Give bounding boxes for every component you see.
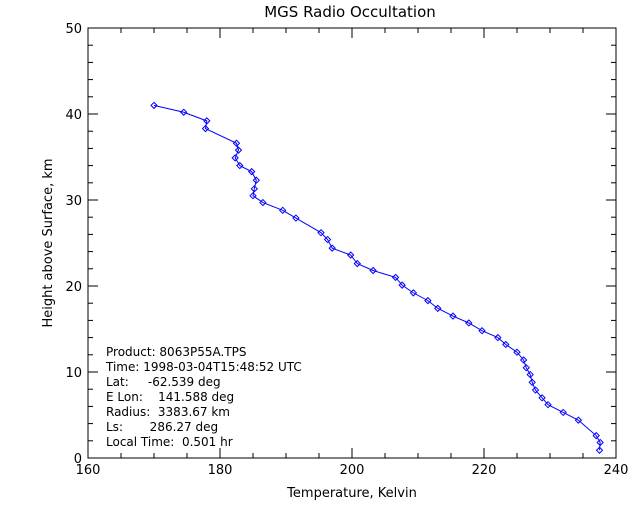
data-point <box>559 408 567 417</box>
chart-title: MGS Radio Occultation <box>264 3 436 21</box>
y-tick-label: 20 <box>65 280 82 295</box>
data-point <box>236 161 244 170</box>
data-point <box>522 363 530 372</box>
info-ls: Ls: 286.27 deg <box>106 420 218 434</box>
x-tick-label: 200 <box>340 463 365 478</box>
data-point <box>369 266 377 275</box>
data-point <box>494 333 502 342</box>
y-tick-label: 10 <box>65 366 82 381</box>
data-point <box>391 273 400 282</box>
data-point <box>538 394 546 402</box>
data-point <box>595 446 604 454</box>
data-point <box>179 108 188 116</box>
data-point <box>398 281 406 289</box>
data-point <box>278 206 287 215</box>
data-point <box>150 101 158 110</box>
data-point <box>346 251 355 259</box>
data-point <box>596 438 604 447</box>
y-tick-label: 0 <box>74 452 82 467</box>
data-point <box>409 289 418 297</box>
info-radius: Radius: 3383.67 km <box>106 405 230 419</box>
x-tick-label: 220 <box>472 463 497 478</box>
y-axis-label: Height above Surface, km <box>41 158 56 327</box>
data-point <box>526 370 534 379</box>
info-local-time: Local Time: 0.501 hr <box>106 435 233 449</box>
data-point <box>544 400 552 409</box>
info-lat: Lat: -62.539 deg <box>106 375 221 389</box>
x-tick-label: 180 <box>208 463 233 478</box>
data-point <box>317 228 325 237</box>
data-point <box>434 304 442 313</box>
data-point <box>528 378 536 387</box>
data-point <box>449 312 457 320</box>
data-series <box>150 101 604 454</box>
y-tick-label: 30 <box>65 194 82 209</box>
data-point <box>592 431 600 440</box>
data-point <box>513 348 521 356</box>
data-point <box>353 259 361 268</box>
data-point <box>247 167 256 176</box>
data-point <box>574 416 583 424</box>
info-annotations: Product: 8063P55A.TPS Time: 1998-03-04T1… <box>105 345 302 449</box>
y-tick-label: 50 <box>65 22 82 37</box>
data-point <box>424 296 432 305</box>
info-elon: E Lon: 141.588 deg <box>106 390 234 404</box>
axes: 160 180 200 220 240 0 10 20 30 40 50 <box>65 22 628 478</box>
data-point <box>323 235 332 244</box>
data-point <box>465 319 473 327</box>
data-point <box>203 117 211 125</box>
y-tick-label: 40 <box>65 108 82 123</box>
data-point <box>231 154 239 162</box>
data-point <box>259 198 267 207</box>
data-point <box>328 244 336 252</box>
data-point <box>502 340 510 349</box>
data-point <box>252 176 261 184</box>
x-tick-label: 240 <box>604 463 629 478</box>
data-point <box>201 124 210 133</box>
data-point <box>232 139 241 147</box>
data-point <box>250 185 259 193</box>
info-time: Time: 1998-03-04T15:48:52 UTC <box>105 360 302 374</box>
data-point <box>249 191 257 200</box>
data-point <box>519 356 528 364</box>
data-point <box>478 327 486 335</box>
data-point <box>292 214 300 222</box>
data-point <box>531 386 540 394</box>
info-product: Product: 8063P55A.TPS <box>106 345 246 359</box>
data-point <box>234 146 243 154</box>
x-tick-label: 160 <box>76 463 101 478</box>
x-axis-label: Temperature, Kelvin <box>286 486 417 501</box>
